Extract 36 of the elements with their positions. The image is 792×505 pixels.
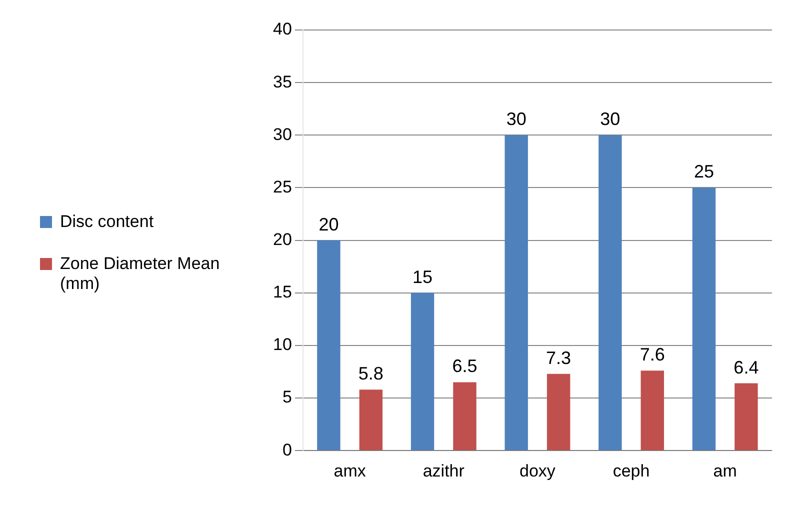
y-tick-label: 5: [282, 388, 292, 407]
bar: [504, 135, 528, 450]
y-tick-label: 10: [272, 335, 292, 354]
bar: [453, 382, 476, 450]
legend-label: Zone Diameter Mean (mm): [60, 254, 220, 294]
data-label: 7.3: [546, 348, 572, 368]
x-tick-label: doxy: [519, 461, 556, 480]
y-tick-label: 25: [272, 177, 292, 196]
legend-label: Disc content: [60, 212, 155, 232]
y-tick-label: 15: [272, 282, 292, 302]
bar: [640, 370, 664, 450]
y-tick-label: 35: [272, 72, 292, 92]
data-label: 15: [412, 266, 433, 287]
y-tick-label: 0: [282, 440, 292, 460]
x-tick-label: ceph: [612, 461, 650, 480]
x-tick-label: azithr: [422, 461, 465, 480]
bar: [317, 240, 340, 450]
bar: [692, 188, 716, 450]
y-tick-label: 40: [272, 20, 292, 39]
data-label: 6.5: [452, 356, 478, 376]
bar: [410, 292, 434, 450]
data-label: 25: [694, 162, 714, 182]
data-label: 30: [600, 109, 620, 130]
data-label: 6.4: [734, 357, 759, 378]
data-label: 7.6: [640, 344, 665, 365]
y-tick-label: 20: [272, 230, 292, 249]
bar: [598, 135, 622, 450]
data-label: 20: [318, 214, 339, 234]
data-label: 30: [506, 109, 526, 130]
x-tick-label: am: [713, 461, 737, 480]
bar: [546, 374, 570, 450]
data-label: 5.8: [358, 364, 384, 384]
x-tick-label: amx: [334, 461, 366, 480]
bar: [734, 383, 758, 450]
y-tick-label: 30: [272, 124, 292, 144]
bar: [359, 390, 383, 450]
